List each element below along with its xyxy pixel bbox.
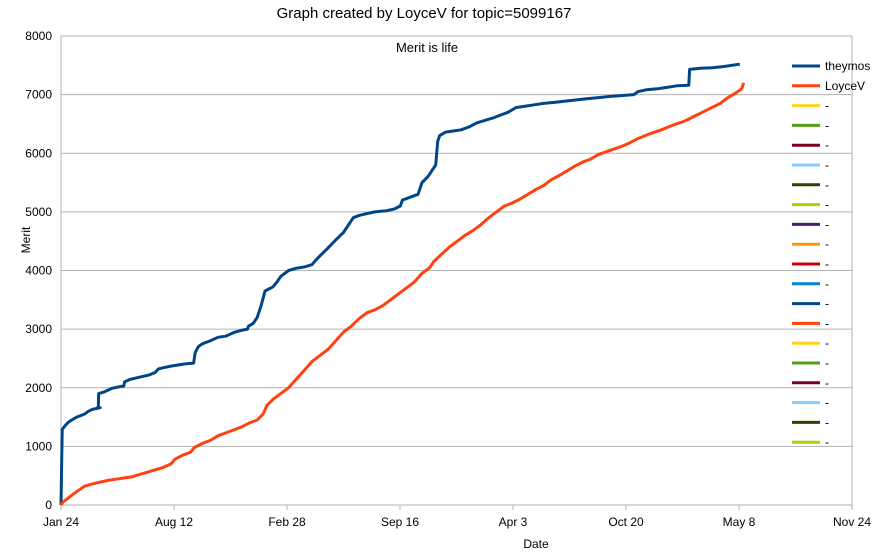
legend-label: -	[825, 158, 829, 172]
x-tick-label: May 8	[723, 515, 756, 529]
legend-label: -	[825, 297, 829, 311]
series-lines	[59, 62, 746, 506]
x-tick-label: Nov 24	[833, 515, 871, 529]
axes: 0 1000 2000 3000 4000 5000 6000 7000 8000 Jan 24 A…	[25, 29, 871, 529]
y-axis-label: Merit	[19, 226, 33, 253]
y-tick-label: 5000	[25, 205, 52, 219]
legend-label: -	[825, 316, 829, 330]
legend-label: -	[825, 356, 829, 370]
legend-label: -	[825, 118, 829, 132]
legend-label: -	[825, 198, 829, 212]
legend-label: -	[825, 237, 829, 251]
chart-title: Graph created by LoyceV for topic=509916…	[277, 5, 572, 22]
x-tick-label: Apr 3	[499, 515, 528, 529]
y-tick-label: 7000	[25, 88, 52, 102]
legend-label: -	[825, 336, 829, 350]
legend-label: -	[825, 138, 829, 152]
y-tick-label: 6000	[25, 146, 52, 160]
legend-label: -	[825, 257, 829, 271]
y-tick-label: 1000	[25, 439, 52, 453]
legend-label: -	[825, 217, 829, 231]
legend-label: theymos	[825, 59, 870, 73]
series-line-loycev	[59, 82, 746, 506]
legend-label: -	[825, 435, 829, 449]
y-tick-label: 3000	[25, 322, 52, 336]
chart-subtitle: Merit is life	[396, 40, 458, 55]
legend-label: -	[825, 178, 829, 192]
series-line-theymos	[59, 62, 741, 506]
x-tick-label: Sep 16	[381, 515, 419, 529]
y-tick-label: 4000	[25, 264, 52, 278]
legend-label: -	[825, 99, 829, 113]
legend-label: LoyceV	[825, 79, 865, 93]
x-tick-label: Aug 12	[155, 515, 193, 529]
x-axis-label: Date	[523, 537, 549, 551]
legend-label: -	[825, 415, 829, 429]
gridlines	[61, 35, 852, 506]
y-tick-label: 2000	[25, 381, 52, 395]
legend-label: -	[825, 396, 829, 410]
x-tick-label: Feb 28	[268, 515, 306, 529]
y-tick-label: 8000	[25, 29, 52, 43]
legend-label: -	[825, 376, 829, 390]
legend-label: -	[825, 277, 829, 291]
x-tick-label: Oct 20	[608, 515, 644, 529]
x-tick-label: Jan 24	[43, 515, 79, 529]
y-tick-label: 0	[45, 498, 52, 512]
legend: theymos LoyceV - - - - - - - - - - - - - - - - - -	[792, 59, 870, 449]
